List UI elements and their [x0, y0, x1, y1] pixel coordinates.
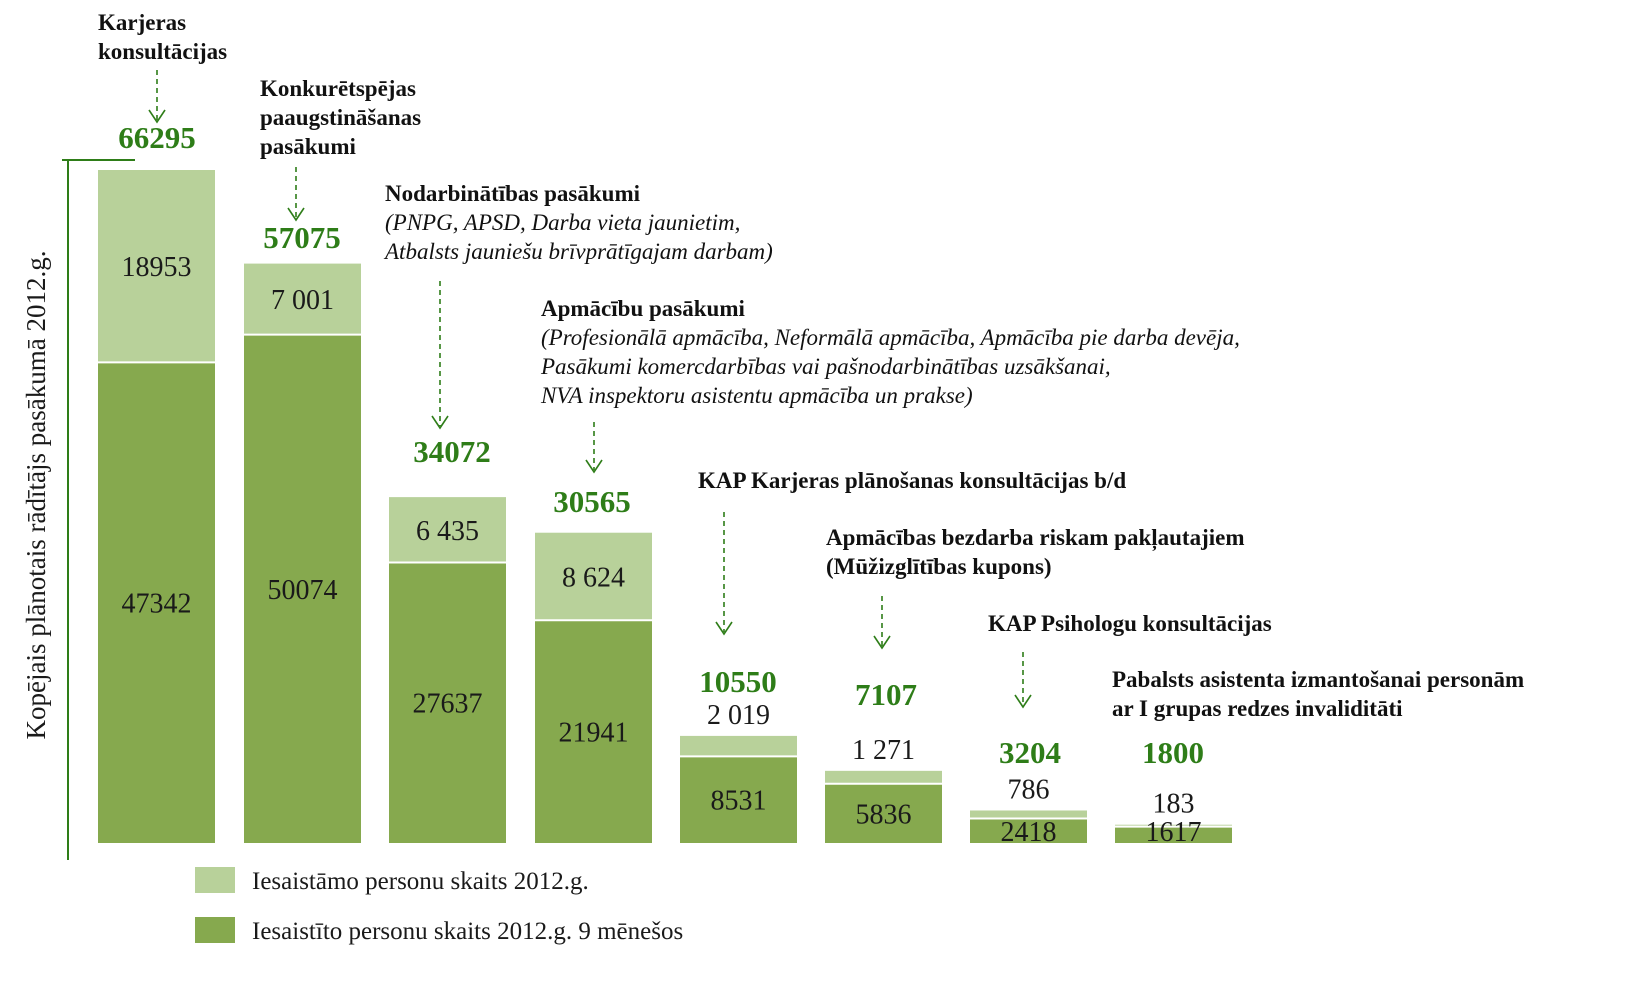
- annotation-arrowhead-icon: [585, 459, 603, 474]
- bar-segment-planned: [970, 810, 1087, 819]
- data-label-planned: 18953: [122, 252, 192, 283]
- y-axis-label: Kopējais plānotais rādītājs pasākumā 201…: [21, 251, 51, 740]
- annotation-title: KAP Psihologu konsultācijas: [988, 611, 1272, 636]
- total-label: 7107: [855, 677, 917, 712]
- bar-segment-involved: [680, 756, 797, 843]
- annotation-arrowhead-icon: [431, 415, 449, 430]
- total-label: 57075: [263, 220, 341, 255]
- bar-segment-planned: [98, 170, 215, 363]
- labels-layer: 47342 18953 50074 7 001 27637 6 435 21941 8 624…: [118, 120, 1204, 848]
- annotation-arrowhead-icon: [715, 621, 733, 636]
- annotation-arrowhead-icon: [873, 635, 891, 650]
- y-axis-layer: Kopējais plānotais rādītājs pasākumā 201…: [21, 159, 135, 860]
- legend-swatch: [195, 867, 235, 893]
- total-label: 3204: [999, 735, 1061, 770]
- legend: Iesaistāmo personu skaits 2012.g. Iesaist…: [195, 867, 683, 945]
- annotation-arrowhead-icon: [287, 207, 305, 222]
- annotation-title: Pabalsts asistenta izmantošanai personām: [1112, 667, 1524, 692]
- bar-segment-involved: [535, 620, 652, 843]
- annotation-title: Apmācības bezdarba riskam pakļautajiem: [826, 525, 1245, 552]
- annotation-subtitle: NVA inspektoru asistentu apmācība un pra…: [540, 383, 973, 408]
- data-label-planned: 1 271: [852, 735, 915, 766]
- total-label: 1800: [1142, 735, 1204, 770]
- data-label-planned: 183: [1153, 789, 1195, 820]
- total-label: 34072: [413, 434, 491, 469]
- bar-segment-involved: [1115, 826, 1232, 843]
- bar-segment-involved: [244, 334, 361, 843]
- bar-segment-planned: [244, 263, 361, 335]
- total-label: 66295: [118, 120, 196, 155]
- annotation-title: Apmācību pasākumi: [541, 296, 745, 321]
- bar-segment-planned: [389, 497, 506, 563]
- bar-segment-involved: [825, 783, 942, 843]
- annotation-subtitle: Pasākumi komercdarbības vai pašnodarbinā…: [540, 354, 1111, 379]
- data-label-involved: 21941: [559, 718, 629, 749]
- annotation-title: paaugstināšanas: [260, 105, 421, 130]
- bar-segment-planned: [535, 532, 652, 621]
- annotation-title: Karjeras: [98, 10, 186, 35]
- annotation-subtitle: (PNPG, APSD, Darba vieta jaunietim,: [385, 210, 740, 235]
- data-label-involved: 8531: [711, 786, 767, 817]
- legend-swatch: [195, 917, 235, 943]
- data-label-involved: 50074: [268, 575, 338, 606]
- annotation-subtitle: Atbalsts jauniešu brīvprātīgajam darbam): [383, 239, 773, 264]
- total-label: 10550: [699, 664, 777, 699]
- annotation-title: Nodarbinātības pasākumi: [385, 181, 641, 206]
- annotation-title: KAP Karjeras plānošanas konsultācijas b/…: [698, 468, 1126, 493]
- annotation-subtitle: (Profesionālā apmācība, Neformālā apmācī…: [541, 325, 1240, 350]
- annotation-title: ar I grupas redzes invaliditāti: [1112, 696, 1403, 721]
- data-label-planned: 8 624: [562, 562, 625, 593]
- data-label-planned: 6 435: [416, 516, 479, 547]
- annotation-title: Konkurētspējas: [260, 76, 416, 101]
- data-label-planned: 7 001: [271, 285, 334, 316]
- bar-segment-involved: [970, 818, 1087, 843]
- annotation-title: (Mūžizglītības kupons): [826, 554, 1052, 579]
- data-label-planned: 786: [1008, 774, 1050, 805]
- bar-segment-involved: [98, 362, 215, 843]
- legend-label: Iesaistīto personu skaits 2012.g. 9 mēne…: [252, 918, 683, 945]
- legend-label: Iesaistāmo personu skaits 2012.g.: [252, 868, 589, 895]
- annotations-layer: Karjeras konsultācijas Konkurētspējas paaug…: [98, 10, 1524, 721]
- data-label-involved: 5836: [856, 799, 912, 830]
- data-label-involved: 2418: [1001, 817, 1057, 848]
- annotation-arrowhead-icon: [1014, 694, 1032, 709]
- bar-segment-planned: [825, 770, 942, 784]
- data-label-planned: 2 019: [707, 700, 770, 731]
- total-label: 30565: [553, 484, 631, 519]
- data-label-involved: 47342: [122, 589, 192, 620]
- annotation-title: pasākumi: [260, 134, 356, 159]
- bars-layer: [98, 170, 1232, 843]
- bar-segment-planned: [680, 735, 797, 757]
- annotation-arrowhead-icon: [148, 109, 166, 124]
- data-label-involved: 1617: [1146, 817, 1202, 848]
- bar-segment-involved: [389, 562, 506, 843]
- annotation-title: konsultācijas: [98, 39, 227, 64]
- data-label-involved: 27637: [413, 689, 483, 720]
